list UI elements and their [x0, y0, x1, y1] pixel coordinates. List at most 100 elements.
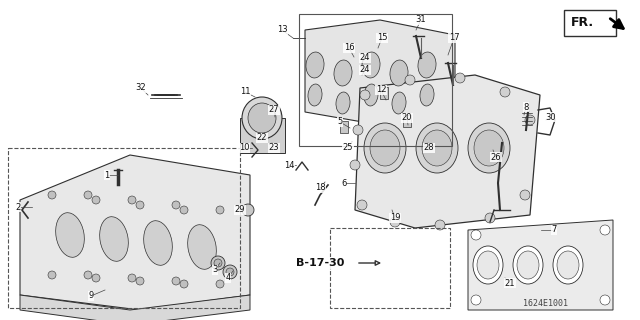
Circle shape	[136, 201, 144, 209]
Polygon shape	[20, 155, 250, 310]
Text: 13: 13	[276, 26, 287, 35]
Circle shape	[350, 160, 360, 170]
Circle shape	[84, 271, 92, 279]
Ellipse shape	[517, 251, 539, 279]
Bar	[403, 115, 411, 127]
Ellipse shape	[100, 217, 129, 261]
Circle shape	[48, 271, 56, 279]
Circle shape	[48, 191, 56, 199]
Text: 28: 28	[424, 143, 435, 153]
Circle shape	[216, 280, 224, 288]
Text: 18: 18	[315, 183, 325, 193]
Text: 20: 20	[402, 114, 412, 123]
Ellipse shape	[513, 246, 543, 284]
Circle shape	[92, 196, 100, 204]
Circle shape	[600, 295, 610, 305]
Ellipse shape	[468, 123, 510, 173]
Text: 29: 29	[235, 205, 245, 214]
Bar	[330, 228, 450, 308]
Circle shape	[600, 225, 610, 235]
Polygon shape	[468, 220, 613, 310]
Ellipse shape	[143, 221, 172, 265]
Polygon shape	[20, 295, 250, 320]
Bar	[380, 87, 388, 99]
Circle shape	[84, 191, 92, 199]
Ellipse shape	[336, 92, 350, 114]
Text: 16: 16	[344, 44, 355, 52]
Text: 15: 15	[377, 34, 387, 43]
Circle shape	[180, 206, 188, 214]
Ellipse shape	[473, 246, 503, 284]
Ellipse shape	[390, 60, 408, 86]
Circle shape	[357, 200, 367, 210]
Circle shape	[180, 280, 188, 288]
Bar	[564, 10, 616, 36]
Circle shape	[471, 230, 481, 240]
Ellipse shape	[420, 84, 434, 106]
Text: B-17-30: B-17-30	[296, 258, 344, 268]
Text: 3: 3	[212, 266, 218, 275]
Circle shape	[455, 73, 465, 83]
Ellipse shape	[308, 84, 322, 106]
Ellipse shape	[362, 52, 380, 78]
Bar	[240, 118, 285, 153]
Circle shape	[128, 196, 136, 204]
Text: 17: 17	[449, 34, 460, 43]
Bar	[8, 148, 240, 308]
Ellipse shape	[248, 103, 276, 133]
Circle shape	[390, 217, 400, 227]
Text: 8: 8	[524, 102, 529, 111]
Text: 24: 24	[360, 66, 371, 75]
Text: 23: 23	[269, 143, 279, 153]
Ellipse shape	[306, 52, 324, 78]
Ellipse shape	[474, 130, 504, 166]
Circle shape	[172, 201, 180, 209]
Circle shape	[136, 277, 144, 285]
Text: 4: 4	[225, 274, 230, 283]
Circle shape	[223, 265, 237, 279]
Text: 11: 11	[240, 87, 250, 97]
Ellipse shape	[477, 251, 499, 279]
Circle shape	[211, 256, 225, 270]
Text: FR.: FR.	[570, 15, 593, 28]
Circle shape	[360, 90, 370, 100]
Circle shape	[128, 274, 136, 282]
Text: 7: 7	[551, 226, 557, 235]
Text: 10: 10	[239, 143, 249, 153]
Circle shape	[216, 206, 224, 214]
Ellipse shape	[416, 123, 458, 173]
Circle shape	[353, 125, 363, 135]
Ellipse shape	[392, 92, 406, 114]
Text: 32: 32	[136, 84, 147, 92]
Ellipse shape	[56, 213, 84, 257]
Text: 5: 5	[337, 117, 342, 126]
Bar	[299, 14, 452, 146]
Circle shape	[226, 268, 234, 276]
Text: 1624E1001: 1624E1001	[523, 299, 568, 308]
Circle shape	[485, 213, 495, 223]
Text: 27: 27	[269, 106, 279, 115]
Ellipse shape	[242, 97, 282, 139]
Circle shape	[405, 75, 415, 85]
Ellipse shape	[422, 130, 452, 166]
Circle shape	[525, 115, 535, 125]
Ellipse shape	[188, 225, 216, 269]
Text: 25: 25	[343, 142, 353, 151]
Bar	[340, 121, 348, 133]
Ellipse shape	[364, 123, 406, 173]
Polygon shape	[305, 20, 455, 125]
Text: 22: 22	[257, 133, 268, 142]
Text: 19: 19	[390, 213, 400, 222]
Circle shape	[172, 277, 180, 285]
Text: 2: 2	[15, 203, 20, 212]
Circle shape	[435, 220, 445, 230]
Circle shape	[242, 204, 254, 216]
Text: 24: 24	[360, 53, 371, 62]
Circle shape	[92, 274, 100, 282]
Text: 30: 30	[546, 113, 556, 122]
Ellipse shape	[334, 60, 352, 86]
Text: 14: 14	[284, 161, 294, 170]
Circle shape	[214, 259, 222, 267]
Ellipse shape	[553, 246, 583, 284]
Text: 9: 9	[88, 292, 93, 300]
